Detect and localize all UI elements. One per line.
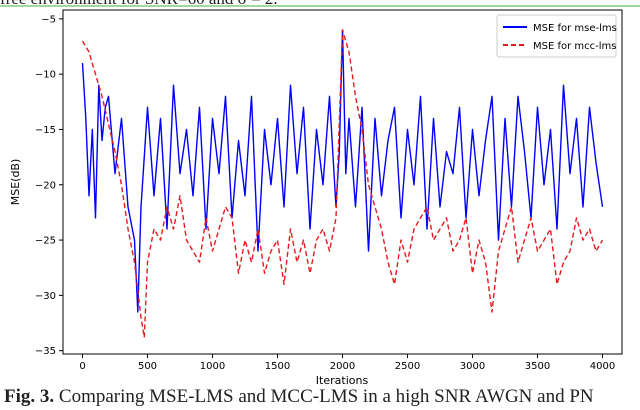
x-tick-label: 4000 [590,361,615,372]
y-tick-label: −35 [35,346,56,357]
y-axis-ticks: −5 −10 −15 −20 −25 −30 −35 [35,14,63,357]
x-axis-ticks: 0 500 1000 1500 2000 2500 3000 3500 4000 [79,354,615,372]
x-axis-label: Iterations [316,374,369,384]
header-divider [0,5,640,7]
legend: MSE for mse-lms MSE for mcc-lms [496,14,617,58]
series-line-mcc-lms [81,29,604,339]
legend-label-mcc-lms: MSE for mcc-lms [533,41,616,52]
x-tick-label: 2000 [330,361,355,372]
header-text-fragment: free environment for SNR=60 and σ = 2. [0,0,640,9]
x-tick-label: 3500 [525,361,550,372]
y-tick-label: −25 [35,236,56,247]
x-tick-label: 3000 [460,361,485,372]
y-tick-label: −15 [35,125,56,136]
x-tick-label: 0 [79,361,85,372]
figure-caption: Fig. 3. Comparing MSE-LMS and MCC-LMS in… [4,386,640,410]
y-tick-label: −10 [35,70,56,81]
x-tick-label: 2500 [395,361,420,372]
x-tick-label: 1500 [265,361,290,372]
series-line-mse-lms [81,29,604,313]
caption-text: Comparing MSE-LMS and MCC-LMS in a high … [58,386,594,407]
y-axis-label: MSE(dB) [9,159,22,206]
y-tick-label: −5 [41,14,56,25]
x-tick-label: 1000 [200,361,225,372]
plot-frame [62,9,623,355]
legend-label-mse-lms: MSE for mse-lms [533,23,617,34]
plot-area [81,29,604,339]
caption-label: Fig. 3. [4,386,55,407]
y-tick-label: −30 [35,291,56,302]
legend-box [496,14,617,58]
mse-comparison-chart: 0 500 1000 1500 2000 2500 3000 3500 4000 −5 −10 −1… [9,9,623,384]
y-tick-label: −20 [35,180,56,191]
x-tick-label: 500 [138,361,157,372]
